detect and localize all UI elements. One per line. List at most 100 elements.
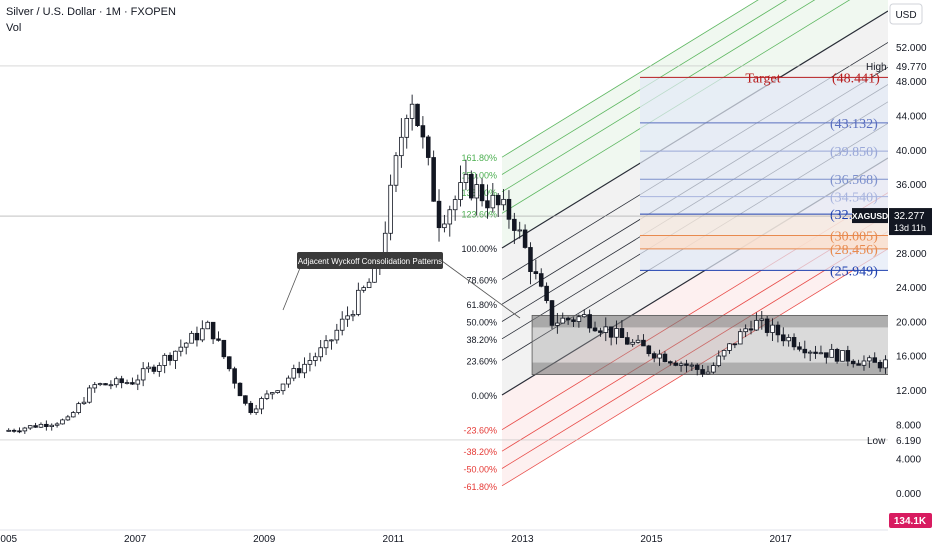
- last-price-value: 32.277: [894, 211, 925, 222]
- candle: [694, 364, 700, 370]
- fib-level-label: -50.00%: [463, 465, 497, 475]
- y-tick-label: 40.000: [896, 146, 927, 157]
- fib-channel-band: [502, 231, 888, 486]
- candle: [339, 318, 345, 331]
- high-value: 49.770: [896, 62, 927, 73]
- fib-level-label: 161.80%: [461, 153, 497, 163]
- y-tick-label: 44.000: [896, 111, 927, 122]
- candle: [409, 103, 415, 119]
- y-tick-label: 24.000: [896, 283, 927, 294]
- candle: [463, 173, 469, 183]
- candle: [598, 330, 603, 333]
- price-level-label: (36.568): [830, 173, 878, 188]
- candle: [248, 402, 254, 413]
- candle: [237, 382, 243, 397]
- candle: [296, 368, 302, 374]
- candle: [60, 419, 65, 425]
- candle: [436, 200, 442, 229]
- candle: [474, 184, 479, 199]
- annotation-pointer: [441, 260, 521, 319]
- candle: [291, 368, 297, 379]
- candle: [689, 364, 695, 367]
- candle: [614, 328, 619, 338]
- candle: [442, 223, 447, 229]
- candle: [684, 363, 689, 366]
- x-tick-label: 2009: [253, 534, 276, 545]
- candle: [313, 356, 318, 361]
- fib-level-label: -23.60%: [463, 426, 497, 436]
- price-projection: Target (48.441) (43.132) (39.850) (36.568) (3…: [640, 71, 888, 279]
- candle: [221, 339, 227, 358]
- candle: [700, 369, 705, 375]
- annotation-text: Adjacent Wyckoff Consolidation Patterns: [298, 257, 442, 266]
- high-label: High: [866, 62, 887, 73]
- candles: [6, 94, 932, 434]
- candle: [560, 317, 566, 324]
- candle: [549, 300, 555, 326]
- candle: [404, 118, 410, 138]
- candle: [641, 339, 646, 347]
- candle: [791, 337, 797, 348]
- candle: [92, 384, 98, 389]
- orange-zone: [640, 235, 888, 249]
- price-level-label: (32.: [830, 208, 852, 223]
- fib-channel-line: [501, 0, 816, 193]
- candle: [495, 194, 501, 206]
- candle: [872, 357, 878, 363]
- candle: [608, 326, 614, 338]
- candle: [264, 393, 270, 399]
- candle: [770, 324, 775, 333]
- candle: [630, 341, 635, 345]
- candle: [157, 365, 162, 372]
- candle: [587, 314, 592, 329]
- candle: [485, 200, 490, 209]
- candle: [452, 199, 458, 211]
- fib-level-label: 100.00%: [461, 244, 497, 254]
- candle: [130, 382, 135, 385]
- fib-channel-line: [501, 231, 889, 469]
- annotation-box: [297, 252, 443, 269]
- y-tick-label: 20.000: [896, 317, 927, 328]
- price-level-label: (28.456): [830, 243, 878, 258]
- candle: [356, 289, 361, 315]
- candle: [625, 337, 630, 345]
- candle: [651, 353, 657, 359]
- x-tick-label: 2015: [640, 534, 663, 545]
- fib-level-label: -38.20%: [463, 447, 497, 457]
- candle: [845, 350, 851, 362]
- symbol-badge: [852, 208, 888, 224]
- candle: [522, 229, 528, 248]
- candle: [533, 271, 539, 274]
- fib-level-label: 61.80%: [466, 300, 497, 310]
- x-tick-label: 2005: [0, 534, 18, 545]
- candle: [576, 316, 582, 322]
- candle: [721, 350, 727, 357]
- candle: [829, 348, 834, 358]
- candle: [490, 194, 496, 209]
- candle: [151, 366, 157, 372]
- candle: [189, 332, 194, 344]
- target-value: (48.441): [832, 71, 880, 86]
- y-tick-label: 36.000: [896, 180, 927, 191]
- x-tick-label: 2013: [511, 534, 534, 545]
- candle: [877, 361, 883, 369]
- candle: [318, 347, 323, 358]
- candle: [113, 378, 119, 386]
- candle: [743, 328, 748, 333]
- candle: [415, 103, 420, 127]
- price-level-label: (39.850): [830, 145, 878, 160]
- candle: [512, 218, 517, 231]
- low-label: Low: [867, 436, 886, 447]
- candle: [253, 408, 259, 413]
- fib-level-label: 23.60%: [466, 356, 497, 366]
- fib-level-label: 123.60%: [461, 209, 497, 219]
- candle: [420, 125, 426, 138]
- candle: [458, 182, 463, 200]
- volume-indicator-label: Vol: [6, 22, 22, 34]
- candle: [781, 334, 786, 342]
- candle: [764, 318, 770, 333]
- candle: [11, 429, 17, 432]
- candle: [592, 327, 598, 332]
